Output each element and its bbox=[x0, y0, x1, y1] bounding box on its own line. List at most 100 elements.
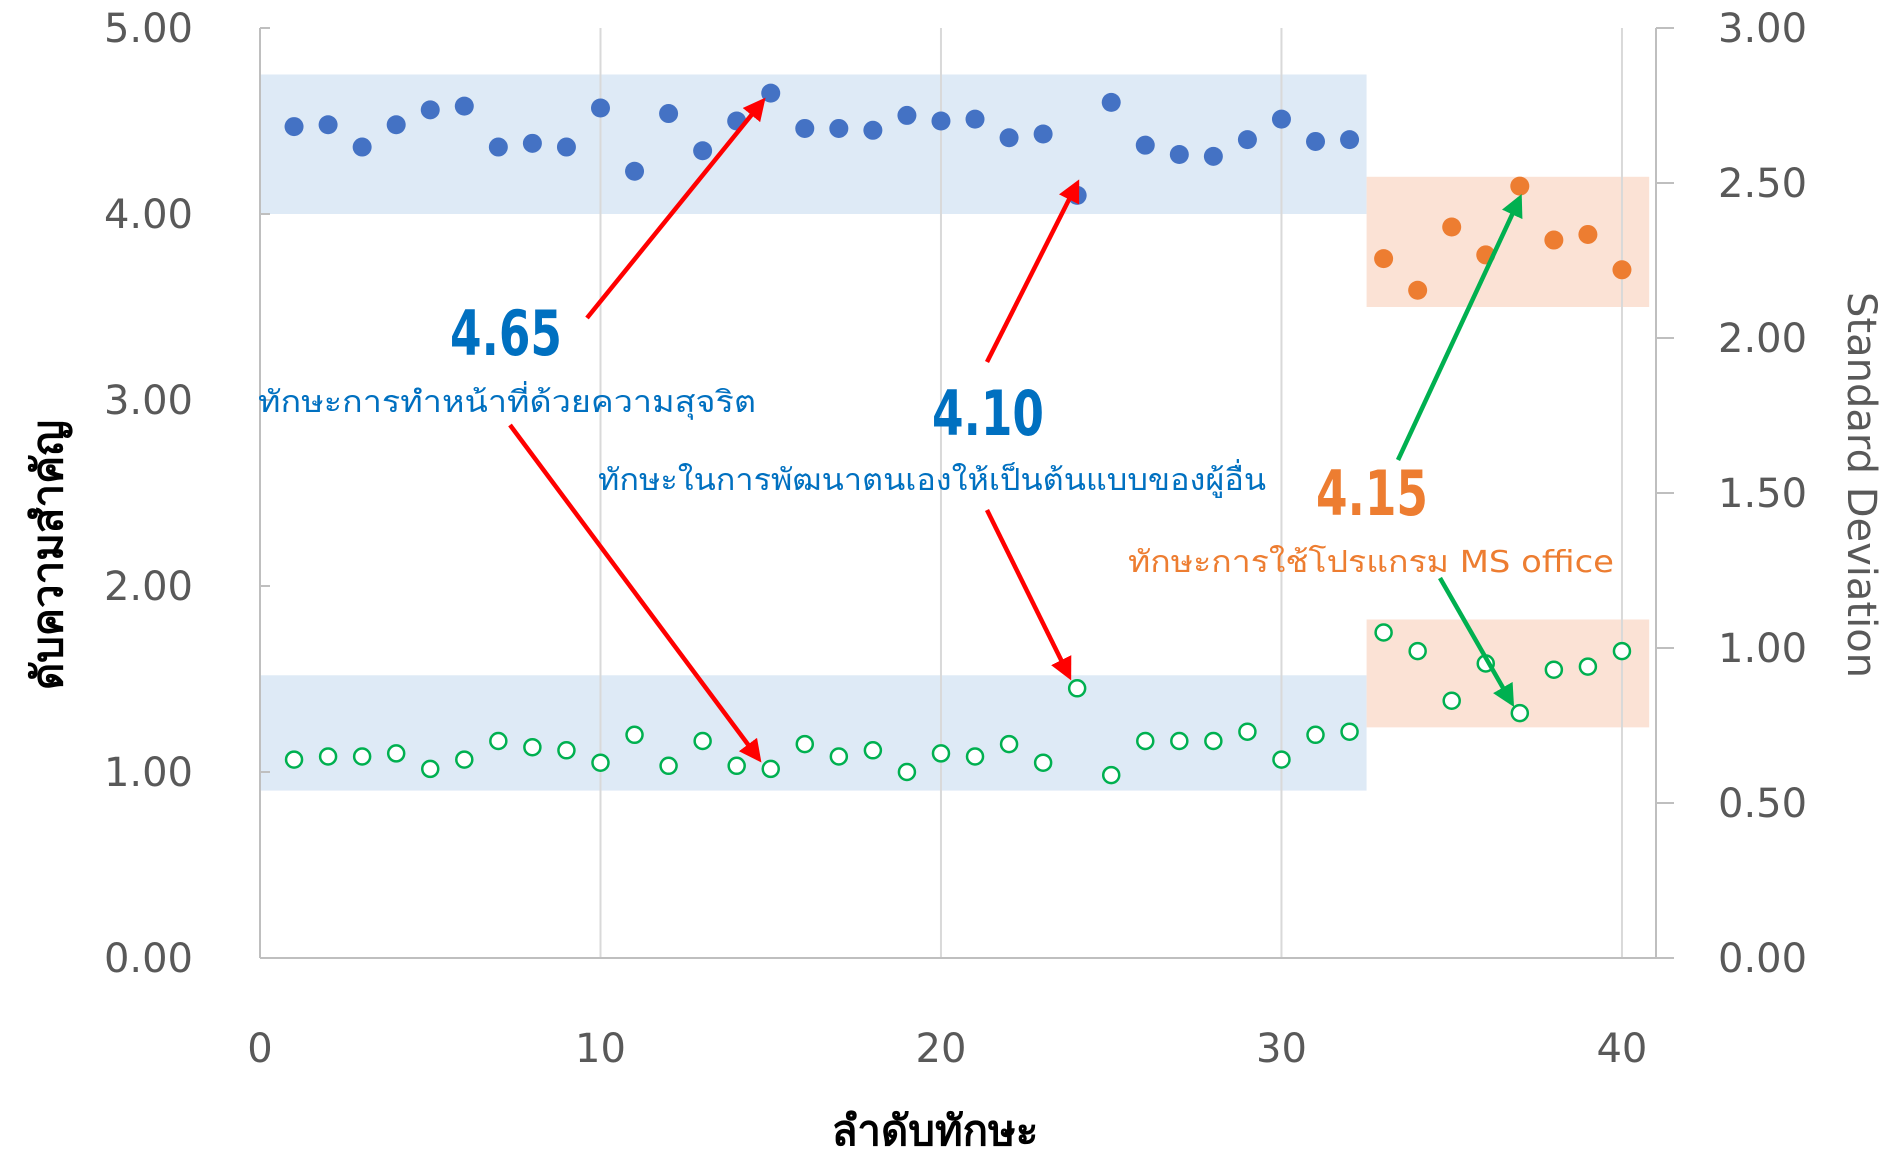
data-point-s3 bbox=[1067, 679, 1087, 698]
y-tick-label: 0.00 bbox=[104, 936, 193, 982]
x-tick-label: 30 bbox=[1256, 1026, 1307, 1072]
y2-tick-label: 2.50 bbox=[1718, 161, 1807, 207]
data-point-s3 bbox=[557, 741, 576, 760]
y2-tick-label: 2.00 bbox=[1718, 316, 1807, 362]
data-point-s3 bbox=[897, 762, 917, 782]
y-tick-label: 1.00 bbox=[104, 750, 193, 796]
y2-tick-label: 0.00 bbox=[1718, 936, 1807, 982]
y-tick-label: 4.00 bbox=[104, 192, 193, 238]
data-point-s3 bbox=[1612, 641, 1632, 661]
data-point-s3 bbox=[965, 747, 985, 766]
data-point-s1 bbox=[1271, 109, 1291, 129]
data-point-s2 bbox=[1612, 260, 1632, 280]
data-point-s3 bbox=[523, 737, 542, 757]
data-point-s3 bbox=[1510, 703, 1530, 723]
data-point-s3 bbox=[455, 750, 474, 769]
y-tick-label: 5.00 bbox=[104, 6, 193, 52]
data-point-s3 bbox=[1204, 731, 1223, 751]
annotation-value-3: 4.15 bbox=[1316, 457, 1428, 530]
x-tick-label: 0 bbox=[247, 1026, 272, 1072]
data-point-s2 bbox=[1544, 230, 1564, 250]
data-point-s3 bbox=[829, 747, 849, 766]
data-point-s1 bbox=[1033, 124, 1053, 144]
x-tick-label: 20 bbox=[916, 1026, 967, 1072]
data-point-s3 bbox=[318, 747, 338, 766]
data-point-s1 bbox=[761, 83, 781, 103]
data-point-s1 bbox=[965, 109, 985, 129]
x-tick-label: 40 bbox=[1596, 1026, 1647, 1072]
data-point-s3 bbox=[386, 744, 406, 763]
annotation-label-3: ทักษะการใช้โปรแกรม MS office bbox=[1128, 544, 1614, 580]
data-point-s1 bbox=[625, 161, 645, 181]
data-point-s3 bbox=[1408, 641, 1427, 661]
data-point-s2 bbox=[1374, 249, 1394, 269]
data-point-s3 bbox=[931, 744, 951, 763]
data-point-s3 bbox=[1170, 731, 1189, 751]
data-point-s1 bbox=[454, 96, 474, 116]
data-point-s3 bbox=[999, 734, 1019, 754]
data-point-s1 bbox=[488, 137, 508, 157]
data-point-s1 bbox=[522, 133, 542, 153]
data-point-s1 bbox=[318, 115, 338, 135]
data-point-s1 bbox=[420, 100, 440, 120]
data-point-s1 bbox=[1101, 92, 1121, 112]
data-point-s3 bbox=[693, 731, 712, 751]
data-point-s1 bbox=[1340, 130, 1360, 150]
data-point-s3 bbox=[420, 759, 440, 779]
annotation-value-1: 4.65 bbox=[450, 297, 562, 370]
highlight-band-1 bbox=[260, 74, 1367, 214]
data-point-s3 bbox=[352, 747, 372, 766]
annotation-label-1: ทักษะการทำหน้าที่ด้วยความสุจริต bbox=[258, 381, 756, 421]
data-point-s1 bbox=[352, 137, 372, 157]
highlight-band-4 bbox=[1366, 619, 1650, 728]
data-point-s1 bbox=[1203, 146, 1223, 166]
data-point-s3 bbox=[625, 725, 644, 745]
data-point-s1 bbox=[1135, 135, 1155, 155]
y-axis-title: ดับความสำคัญ bbox=[23, 420, 73, 690]
data-point-s1 bbox=[1306, 131, 1326, 151]
data-point-s1 bbox=[659, 104, 679, 124]
data-point-s1 bbox=[693, 141, 713, 161]
data-point-s1 bbox=[590, 98, 610, 118]
data-point-s3 bbox=[795, 734, 815, 754]
data-point-s3 bbox=[284, 750, 304, 769]
data-point-s3 bbox=[1340, 722, 1359, 741]
data-point-s3 bbox=[659, 756, 678, 776]
data-point-s3 bbox=[1442, 691, 1461, 710]
data-point-s3 bbox=[1272, 750, 1291, 769]
data-point-s3 bbox=[591, 753, 610, 772]
data-point-s1 bbox=[386, 115, 406, 135]
data-point-s3 bbox=[1033, 753, 1053, 772]
x-tick-label: 10 bbox=[575, 1026, 626, 1072]
data-point-s3 bbox=[761, 759, 780, 779]
annotation-value-2: 4.10 bbox=[932, 377, 1044, 450]
annotation-arrows bbox=[508, 97, 1523, 763]
data-point-s3 bbox=[727, 756, 746, 776]
annotation-arrow-4 bbox=[984, 509, 1072, 681]
annotation-arrow-2 bbox=[508, 423, 762, 763]
data-point-s3 bbox=[1544, 660, 1564, 679]
annotation-label-2: ทักษะในการพัฒนาตนเองให้เป็นต้นแบบของผู้อ… bbox=[598, 459, 1266, 498]
data-point-s2 bbox=[1510, 176, 1530, 196]
data-point-s1 bbox=[999, 128, 1019, 148]
x-axis-title: ลำดับทักษะ bbox=[832, 1106, 1039, 1151]
data-point-s3 bbox=[1578, 657, 1598, 676]
y-tick-label: 2.00 bbox=[104, 564, 193, 610]
axes: 0 10 20 30 40 0.00 1.00 2.00 3.00 4.00 5.00 0.00 0.5… bbox=[104, 6, 1807, 1072]
data-point-s1 bbox=[556, 137, 576, 157]
data-point-s2 bbox=[1408, 280, 1428, 300]
annotation-arrow-1 bbox=[585, 97, 766, 320]
data-point-s1 bbox=[931, 111, 951, 131]
data-point-s1 bbox=[795, 118, 815, 138]
data-point-s3 bbox=[1136, 731, 1155, 751]
data-point-s3 bbox=[1238, 722, 1257, 741]
data-point-s3 bbox=[863, 741, 883, 760]
annotation-arrow-3 bbox=[984, 179, 1080, 364]
y2-tick-label: 1.00 bbox=[1718, 626, 1807, 672]
data-point-s3 bbox=[1306, 725, 1325, 745]
data-point-s2 bbox=[1442, 217, 1462, 237]
data-point-s1 bbox=[1169, 144, 1189, 164]
gridlines bbox=[599, 28, 1623, 958]
y2-tick-label: 1.50 bbox=[1718, 471, 1807, 517]
y2-tick-label: 0.50 bbox=[1718, 781, 1807, 827]
